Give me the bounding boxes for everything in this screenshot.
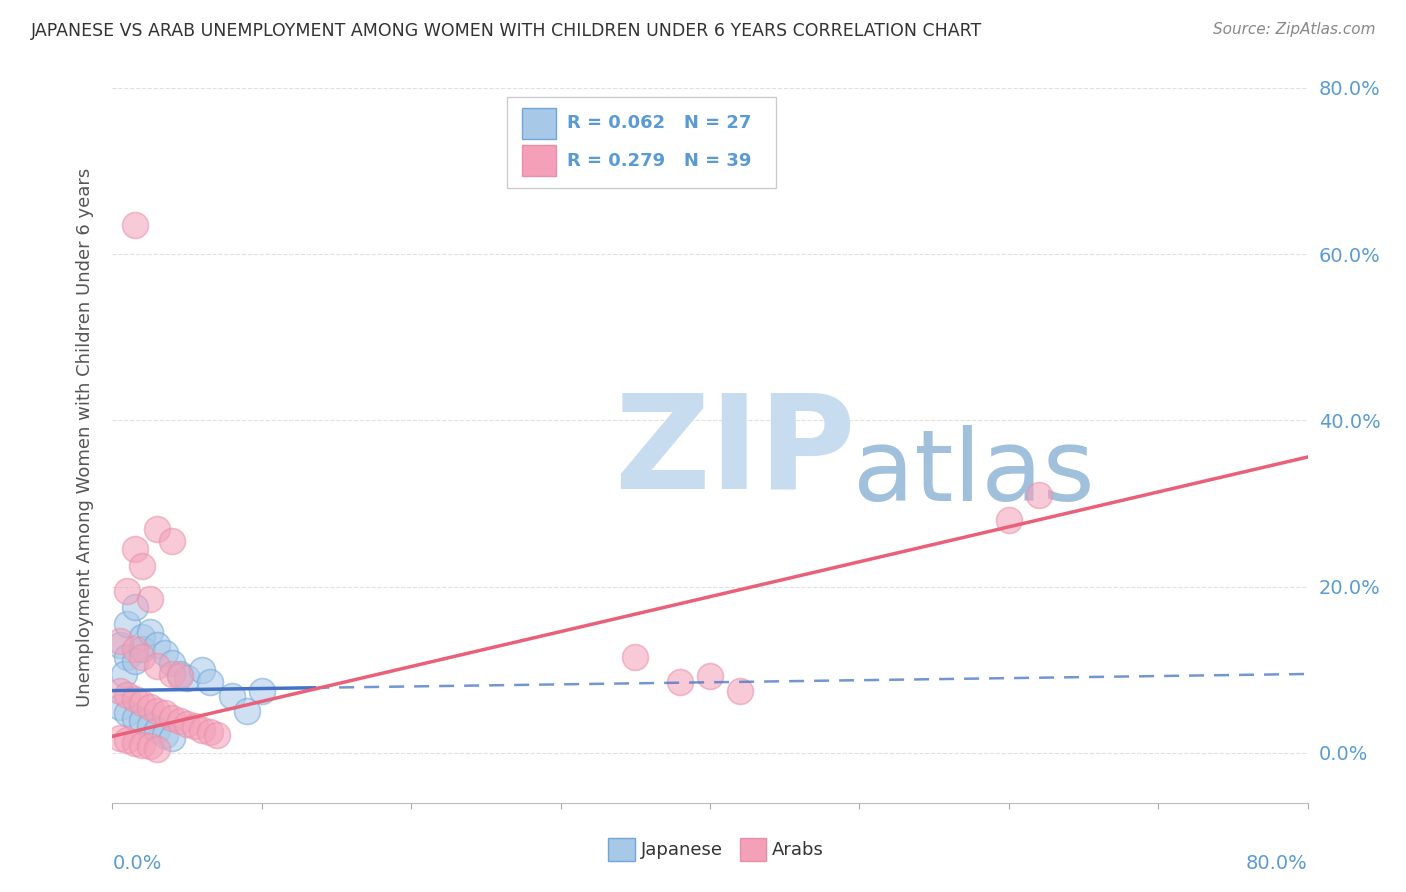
Point <box>117 583 139 598</box>
Point <box>124 542 146 557</box>
Point <box>117 650 139 665</box>
Point <box>124 736 146 750</box>
Point <box>139 625 162 640</box>
Point <box>117 733 139 747</box>
Text: 0.0%: 0.0% <box>112 854 162 873</box>
Point <box>124 692 146 706</box>
Point <box>124 711 146 725</box>
Point <box>131 738 153 752</box>
Text: Source: ZipAtlas.com: Source: ZipAtlas.com <box>1212 22 1375 37</box>
Y-axis label: Unemployment Among Women with Children Under 6 years: Unemployment Among Women with Children U… <box>76 168 94 706</box>
Point <box>117 617 139 632</box>
Point <box>169 714 191 729</box>
Point <box>183 719 205 733</box>
Bar <box>523 108 555 138</box>
Point <box>191 663 214 677</box>
Point <box>146 658 169 673</box>
Point <box>162 533 183 548</box>
Text: Arabs: Arabs <box>772 840 824 859</box>
Point <box>114 667 135 681</box>
Point <box>236 705 259 719</box>
Point <box>124 655 146 669</box>
Point <box>728 683 751 698</box>
Point <box>153 728 176 742</box>
Text: 80.0%: 80.0% <box>1246 854 1308 873</box>
Point <box>699 669 721 683</box>
Point <box>205 728 228 742</box>
Point <box>146 638 169 652</box>
FancyBboxPatch shape <box>508 97 776 188</box>
Point <box>108 683 131 698</box>
Point <box>131 696 153 710</box>
Point <box>176 716 198 731</box>
Bar <box>609 838 634 862</box>
Point <box>139 739 162 754</box>
Point <box>669 675 692 690</box>
Point <box>221 690 243 704</box>
Point <box>198 675 221 690</box>
Point <box>998 513 1021 527</box>
Point <box>131 558 153 573</box>
Point <box>139 700 162 714</box>
Point <box>139 719 162 733</box>
Point <box>198 725 221 739</box>
Text: atlas: atlas <box>853 425 1095 522</box>
Point <box>162 656 183 670</box>
Point <box>162 711 183 725</box>
Point <box>162 667 183 681</box>
Point <box>176 671 198 685</box>
Point <box>146 723 169 737</box>
Point <box>153 646 176 660</box>
Point <box>139 592 162 607</box>
Point <box>169 667 191 681</box>
Point <box>131 650 153 665</box>
Text: R = 0.062   N = 27: R = 0.062 N = 27 <box>567 114 751 132</box>
Text: ZIP: ZIP <box>614 388 856 516</box>
Point <box>124 642 146 657</box>
Point <box>169 669 191 683</box>
Point <box>124 218 146 232</box>
Point <box>624 650 647 665</box>
Bar <box>740 838 766 862</box>
Text: R = 0.279   N = 39: R = 0.279 N = 39 <box>567 152 751 169</box>
Point <box>124 600 146 615</box>
Point <box>146 705 169 719</box>
Point <box>250 683 273 698</box>
Bar <box>523 145 555 176</box>
Point <box>146 741 169 756</box>
Point <box>117 688 139 702</box>
Point <box>131 630 153 644</box>
Point <box>146 521 169 535</box>
Point <box>162 731 183 745</box>
Point <box>108 700 131 714</box>
Text: Japanese: Japanese <box>641 840 723 859</box>
Point <box>108 731 131 745</box>
Point <box>117 706 139 720</box>
Text: JAPANESE VS ARAB UNEMPLOYMENT AMONG WOMEN WITH CHILDREN UNDER 6 YEARS CORRELATIO: JAPANESE VS ARAB UNEMPLOYMENT AMONG WOME… <box>31 22 983 40</box>
Point <box>131 714 153 729</box>
Point <box>191 723 214 737</box>
Point <box>1028 488 1050 502</box>
Point <box>108 638 131 652</box>
Point <box>153 706 176 720</box>
Point <box>108 633 131 648</box>
Point <box>131 642 153 657</box>
